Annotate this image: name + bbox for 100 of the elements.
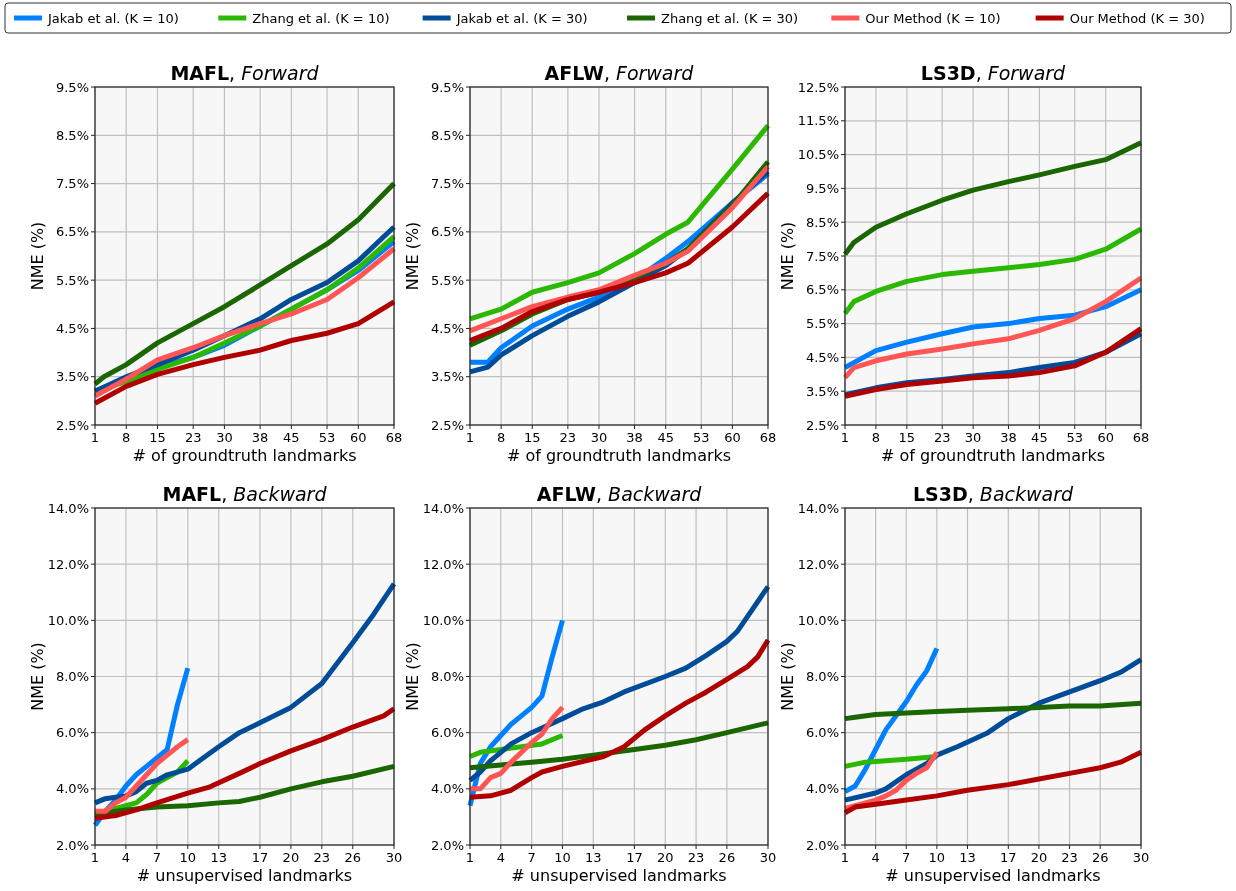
x-tick-label: 38 <box>626 430 643 445</box>
x-tick-label: 20 <box>656 850 674 865</box>
x-tick-label: 8 <box>871 430 881 445</box>
x-tick-label: 26 <box>344 850 362 865</box>
x-tick-label: 7 <box>902 850 911 865</box>
x-tick-label: 1 <box>90 850 100 865</box>
legend-label: Zhang et al. (K = 30) <box>661 10 799 26</box>
y-tick-label: 10.5% <box>797 147 839 163</box>
y-tick-label: 3.5% <box>430 369 464 385</box>
y-axis-title: NME (%) <box>778 221 797 291</box>
chart-title: MAFL, Backward <box>162 483 328 505</box>
y-tick-label: 5.5% <box>430 272 464 288</box>
y-tick-label: 5.5% <box>55 272 89 288</box>
x-tick-label: 53 <box>693 430 710 445</box>
x-tick-label: 45 <box>657 430 674 445</box>
x-tick-label: 17 <box>1000 850 1017 865</box>
y-tick-label: 10.0% <box>47 612 89 628</box>
x-axis-title: # of groundtruth landmarks <box>506 446 732 465</box>
x-tick-label: 1 <box>840 430 850 445</box>
x-tick-label: 7 <box>527 850 536 865</box>
legend-label: Jakab et al. (K = 10) <box>47 10 179 26</box>
x-tick-label: 60 <box>724 430 741 445</box>
x-tick-label: 53 <box>318 430 336 445</box>
x-tick-label: 1 <box>465 850 475 865</box>
x-tick-label: 23 <box>687 850 705 865</box>
x-tick-label: 1 <box>465 430 475 445</box>
x-axis-title: # unsupervised landmarks <box>511 866 727 885</box>
y-tick-label: 9.5% <box>805 180 839 196</box>
chart-title: LS3D, Forward <box>920 62 1067 84</box>
x-tick-label: 1 <box>840 850 850 865</box>
x-tick-label: 45 <box>1031 430 1048 445</box>
x-tick-label: 13 <box>210 850 227 865</box>
x-tick-label: 60 <box>350 430 367 445</box>
x-tick-label: 10 <box>179 850 197 865</box>
x-tick-label: 15 <box>149 430 166 445</box>
x-axis-title: # unsupervised landmarks <box>885 866 1101 885</box>
y-tick-label: 8.5% <box>55 127 89 143</box>
y-axis-title: NME (%) <box>28 642 47 711</box>
x-tick-label: 30 <box>216 430 233 445</box>
y-tick-label: 3.5% <box>55 369 89 385</box>
x-tick-label: 7 <box>152 850 161 865</box>
x-tick-label: 4 <box>121 850 131 865</box>
y-tick-label: 8.5% <box>805 214 839 230</box>
y-tick-label: 6.5% <box>55 224 89 240</box>
x-tick-label: 23 <box>559 430 577 445</box>
x-tick-label: 30 <box>964 430 982 445</box>
x-tick-label: 17 <box>251 850 269 865</box>
y-axis-title: NME (%) <box>778 642 797 711</box>
x-tick-label: 53 <box>1066 430 1083 445</box>
x-tick-label: 23 <box>933 430 951 445</box>
y-tick-label: 2.5% <box>430 417 464 433</box>
chart-title: AFLW, Forward <box>544 62 695 84</box>
x-tick-label: 68 <box>1132 430 1150 445</box>
y-tick-label: 11.5% <box>797 113 839 129</box>
x-tick-label: 30 <box>759 850 777 865</box>
x-tick-label: 45 <box>283 430 300 445</box>
x-tick-label: 20 <box>282 850 300 865</box>
x-tick-label: 26 <box>718 850 736 865</box>
y-tick-label: 2.0% <box>55 837 89 853</box>
y-tick-label: 4.5% <box>430 320 464 336</box>
x-tick-label: 38 <box>1000 430 1017 445</box>
y-tick-label: 12.5% <box>797 79 839 95</box>
x-axis-title: # of groundtruth landmarks <box>880 446 1106 465</box>
x-tick-label: 68 <box>385 430 403 445</box>
y-tick-label: 2.5% <box>805 417 839 433</box>
x-tick-label: 26 <box>1091 850 1109 865</box>
y-axis-title: NME (%) <box>28 221 47 291</box>
y-tick-label: 14.0% <box>422 500 464 516</box>
y-axis-title: NME (%) <box>403 221 422 291</box>
y-tick-label: 6.0% <box>55 725 89 741</box>
y-tick-label: 6.0% <box>430 725 464 741</box>
x-tick-label: 60 <box>1097 430 1114 445</box>
legend-label: Zhang et al. (K = 10) <box>252 10 390 26</box>
y-tick-label: 8.5% <box>430 127 464 143</box>
y-tick-label: 6.5% <box>805 282 839 298</box>
y-tick-label: 6.0% <box>805 725 839 741</box>
x-tick-label: 23 <box>184 430 202 445</box>
x-tick-label: 23 <box>1061 850 1078 865</box>
y-tick-label: 2.0% <box>805 837 839 853</box>
x-tick-label: 30 <box>385 850 403 865</box>
x-tick-label: 20 <box>1030 850 1048 865</box>
legend-label: Jakab et al. (K = 30) <box>455 10 588 26</box>
y-tick-label: 2.0% <box>430 837 464 853</box>
y-tick-label: 10.0% <box>797 612 839 628</box>
y-tick-label: 2.5% <box>55 417 89 433</box>
y-tick-label: 4.5% <box>55 320 89 336</box>
chart-title: MAFL, Forward <box>170 62 320 84</box>
y-tick-label: 4.0% <box>430 781 464 797</box>
y-tick-label: 14.0% <box>47 500 89 516</box>
x-tick-label: 15 <box>898 430 916 445</box>
x-tick-label: 8 <box>496 430 506 445</box>
x-tick-label: 8 <box>122 430 131 445</box>
y-tick-label: 14.0% <box>797 500 839 516</box>
y-tick-label: 8.0% <box>805 669 839 684</box>
x-tick-label: 38 <box>251 430 269 445</box>
x-tick-label: 1 <box>90 430 100 445</box>
y-tick-label: 8.0% <box>430 669 464 684</box>
y-tick-label: 4.0% <box>805 781 839 797</box>
y-tick-label: 6.5% <box>430 224 464 240</box>
y-tick-label: 3.5% <box>805 383 839 399</box>
